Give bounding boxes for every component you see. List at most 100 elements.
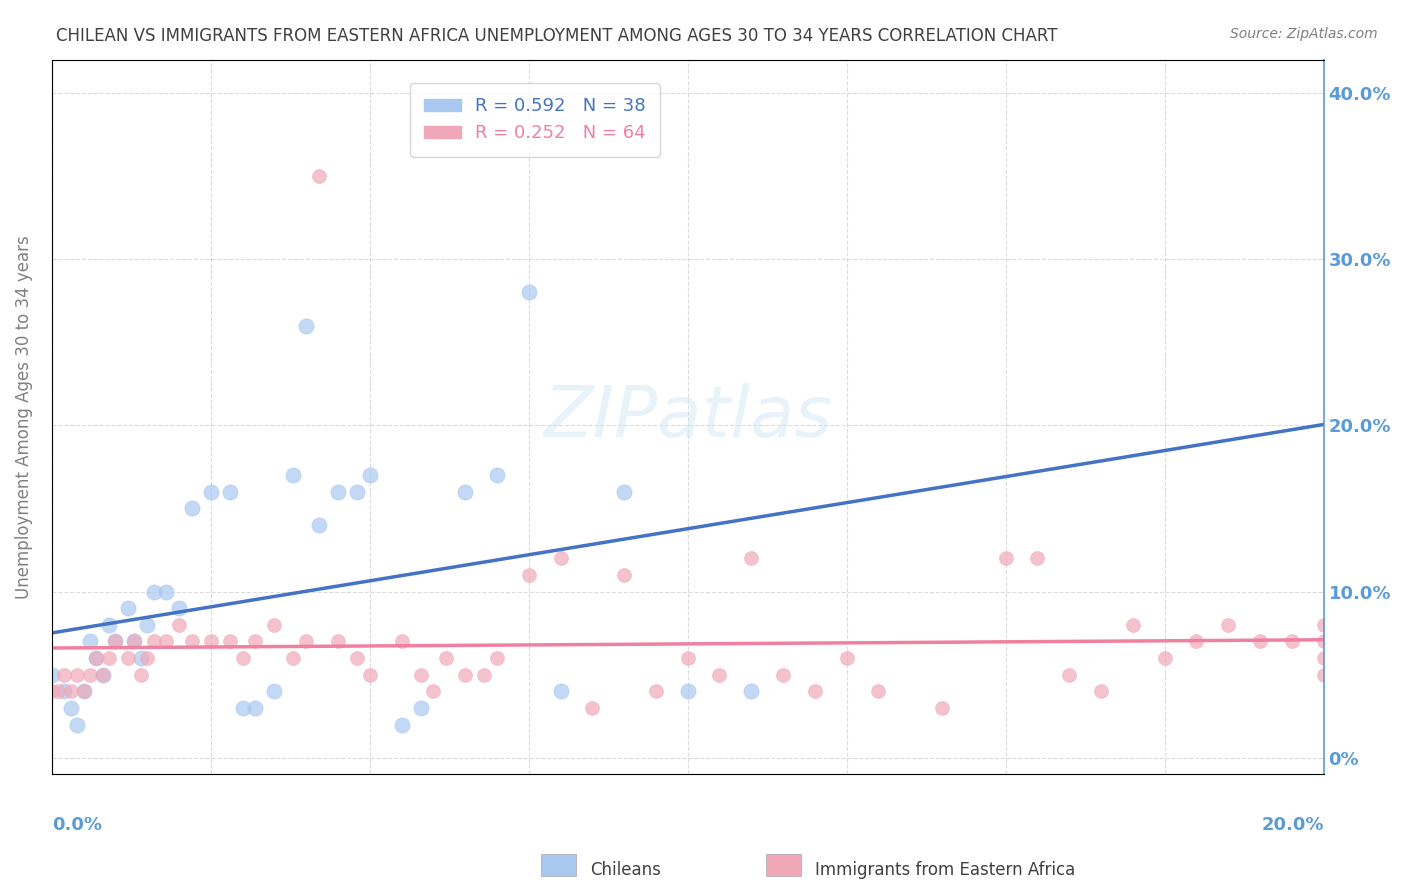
Point <box>129 651 152 665</box>
Point <box>231 701 253 715</box>
Text: Source: ZipAtlas.com: Source: ZipAtlas.com <box>1230 27 1378 41</box>
Point <box>391 717 413 731</box>
Point <box>308 518 330 533</box>
Point <box>454 667 477 681</box>
Point <box>550 684 572 698</box>
Point <box>326 634 349 648</box>
Bar <box>766 854 801 876</box>
Point <box>550 551 572 566</box>
Point <box>200 634 222 648</box>
Point <box>472 667 495 681</box>
Point <box>124 634 146 648</box>
Point <box>359 468 381 483</box>
Point <box>46 684 69 698</box>
Point <box>129 667 152 681</box>
Point <box>167 617 190 632</box>
Point <box>84 651 107 665</box>
Point <box>1312 617 1334 632</box>
Point <box>231 651 253 665</box>
Point <box>59 684 82 698</box>
Point <box>142 584 165 599</box>
Point <box>613 484 636 499</box>
Point <box>245 634 267 648</box>
Point <box>485 468 508 483</box>
Point <box>59 701 82 715</box>
Point <box>167 601 190 615</box>
Point <box>53 684 76 698</box>
Y-axis label: Unemployment Among Ages 30 to 34 years: Unemployment Among Ages 30 to 34 years <box>15 235 32 599</box>
Point <box>1153 651 1175 665</box>
Point <box>359 667 381 681</box>
Point <box>1218 617 1240 632</box>
Point <box>422 684 444 698</box>
Point <box>709 667 731 681</box>
Point <box>1026 551 1049 566</box>
Point <box>136 617 159 632</box>
Point <box>1057 667 1080 681</box>
Point <box>245 701 267 715</box>
Point <box>346 484 368 499</box>
Point <box>41 667 63 681</box>
Text: 20.0%: 20.0% <box>1261 816 1323 834</box>
Point <box>581 701 603 715</box>
Point <box>454 484 477 499</box>
Text: ZIPatlas: ZIPatlas <box>543 383 832 451</box>
Point <box>263 617 285 632</box>
Point <box>155 584 177 599</box>
Point <box>283 651 305 665</box>
Bar <box>541 854 576 876</box>
Point <box>409 701 432 715</box>
Point <box>136 651 159 665</box>
Point <box>517 568 540 582</box>
Point <box>41 684 63 698</box>
Point <box>180 634 202 648</box>
Point <box>117 601 139 615</box>
Point <box>218 634 240 648</box>
Point <box>142 634 165 648</box>
Point <box>66 667 89 681</box>
Point <box>295 318 318 333</box>
Legend: R = 0.592   N = 38, R = 0.252   N = 64: R = 0.592 N = 38, R = 0.252 N = 64 <box>411 83 659 157</box>
Point <box>1185 634 1208 648</box>
Point <box>200 484 222 499</box>
Point <box>676 684 699 698</box>
Point <box>218 484 240 499</box>
Point <box>772 667 794 681</box>
Text: 0.0%: 0.0% <box>52 816 101 834</box>
Point <box>283 468 305 483</box>
Point <box>1281 634 1303 648</box>
Point <box>1090 684 1112 698</box>
Point <box>1312 634 1334 648</box>
Point <box>295 634 318 648</box>
Point <box>434 651 457 665</box>
Text: CHILEAN VS IMMIGRANTS FROM EASTERN AFRICA UNEMPLOYMENT AMONG AGES 30 TO 34 YEARS: CHILEAN VS IMMIGRANTS FROM EASTERN AFRIC… <box>56 27 1057 45</box>
Point <box>84 651 107 665</box>
Point <box>180 501 202 516</box>
Point <box>263 684 285 698</box>
Point <box>326 484 349 499</box>
Point <box>104 634 127 648</box>
Point <box>346 651 368 665</box>
Point <box>72 684 94 698</box>
Point <box>804 684 827 698</box>
Point <box>931 701 953 715</box>
Point <box>79 634 101 648</box>
Text: Immigrants from Eastern Africa: Immigrants from Eastern Africa <box>815 861 1076 879</box>
Point <box>409 667 432 681</box>
Point <box>117 651 139 665</box>
Point <box>155 634 177 648</box>
Point <box>1122 617 1144 632</box>
Point <box>72 684 94 698</box>
Text: Chileans: Chileans <box>591 861 661 879</box>
Point <box>835 651 858 665</box>
Point <box>517 285 540 300</box>
Point <box>79 667 101 681</box>
Point <box>1312 651 1334 665</box>
Point <box>994 551 1017 566</box>
Point <box>53 667 76 681</box>
Point <box>91 667 114 681</box>
Point <box>613 568 636 582</box>
Point <box>98 617 121 632</box>
Point <box>91 667 114 681</box>
Point <box>66 717 89 731</box>
